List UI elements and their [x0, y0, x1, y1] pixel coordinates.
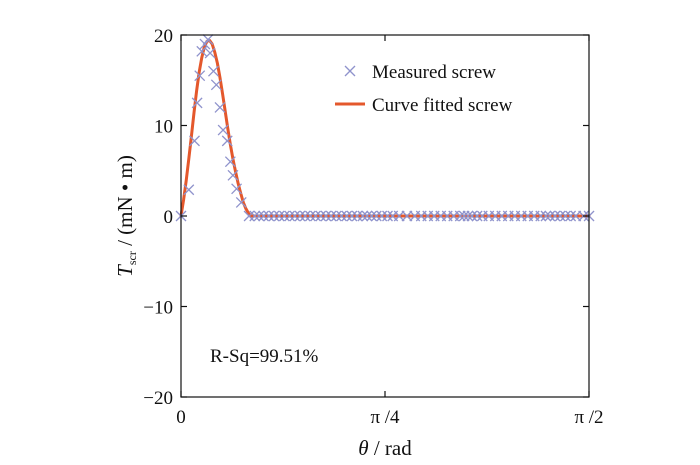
data-point-measured [341, 210, 353, 222]
data-point-measured [549, 210, 561, 222]
data-point-measured [208, 65, 219, 77]
y-tick-label: −20 [143, 388, 173, 409]
data-point-measured [289, 210, 301, 222]
data-point-measured [559, 210, 571, 222]
data-point-measured [191, 97, 203, 109]
data-point-measured [315, 210, 327, 222]
legend-marker-measured [344, 65, 356, 77]
data-point-measured [199, 38, 211, 50]
r-squared-annotation: R-Sq=99.51% [210, 346, 319, 367]
data-point-measured [462, 210, 474, 222]
data-point-measured [183, 184, 195, 196]
data-point-measured [535, 210, 547, 222]
data-point-measured [540, 210, 552, 222]
data-point-measured [401, 210, 413, 222]
data-point-measured [346, 210, 358, 222]
data-point-measured [320, 210, 332, 222]
data-point-measured [366, 210, 378, 222]
data-point-measured [224, 156, 236, 168]
data-point-measured [336, 210, 347, 222]
data-point-measured [189, 135, 200, 147]
data-point-measured [214, 101, 226, 113]
data-point-measured [393, 210, 405, 222]
data-point-measured [565, 210, 577, 222]
data-point-measured [466, 210, 478, 222]
data-point-measured [227, 169, 239, 181]
data-point-measured [310, 210, 322, 222]
data-point-measured [294, 210, 306, 222]
data-point-measured [263, 210, 275, 222]
data-point-measured [325, 210, 337, 222]
data-point-measured [243, 210, 255, 222]
data-point-measured [376, 210, 388, 222]
x-axis-title: θ / rad [358, 436, 412, 460]
data-point-measured [235, 196, 247, 208]
y-axis-unit: / (mN • m) [113, 155, 137, 251]
data-point-measured [221, 135, 233, 147]
y-tick-label: 20 [154, 26, 173, 47]
data-point-measured [278, 210, 290, 222]
y-tick-label: 10 [154, 117, 173, 138]
data-point-measured [204, 47, 216, 59]
data-point-measured [284, 210, 296, 222]
y-tick-label: 0 [164, 207, 174, 228]
y-axis-symbol: T [113, 264, 137, 277]
data-point-measured [382, 210, 393, 222]
plot-marks [175, 34, 595, 222]
data-point-measured [570, 210, 582, 222]
data-point-measured [370, 210, 382, 222]
data-point-measured [268, 210, 280, 222]
data-point-measured [253, 210, 265, 222]
data-point-measured [304, 210, 316, 222]
x-tick-label: π /2 [574, 407, 603, 428]
data-point-measured [299, 210, 311, 222]
data-point-measured [196, 45, 208, 57]
data-point-measured [202, 34, 214, 45]
y-tick-label: −10 [143, 298, 173, 319]
x-tick-label: 0 [176, 407, 186, 428]
x-axis-unit: / rad [369, 436, 413, 460]
data-point-measured [361, 210, 373, 222]
data-point-measured [330, 210, 342, 222]
series-line-fitted [179, 38, 591, 218]
y-axis-title: Tscr / (mN • m) [113, 155, 139, 277]
legend-label-measured: Measured screw [372, 62, 496, 83]
data-point-measured [194, 70, 206, 82]
data-point-measured [231, 183, 243, 195]
x-axis-symbol: θ [358, 436, 368, 460]
data-point-measured [210, 79, 222, 91]
data-point-measured [357, 210, 369, 222]
legend-label-fitted: Curve fitted screw [372, 95, 513, 116]
data-point-measured [554, 210, 566, 222]
y-axis-subscript: scr [125, 251, 139, 265]
data-point-measured [454, 210, 466, 222]
data-point-measured [458, 210, 470, 222]
data-point-measured [351, 210, 363, 222]
x-tick-label: π /4 [370, 407, 400, 428]
data-point-measured [273, 210, 285, 222]
data-point-measured [544, 210, 556, 222]
data-point-measured [249, 210, 261, 222]
data-point-measured [258, 210, 270, 222]
legend: Measured screw Curve fitted screw [335, 62, 513, 116]
data-point-measured [471, 210, 483, 222]
data-point-measured [217, 124, 229, 136]
